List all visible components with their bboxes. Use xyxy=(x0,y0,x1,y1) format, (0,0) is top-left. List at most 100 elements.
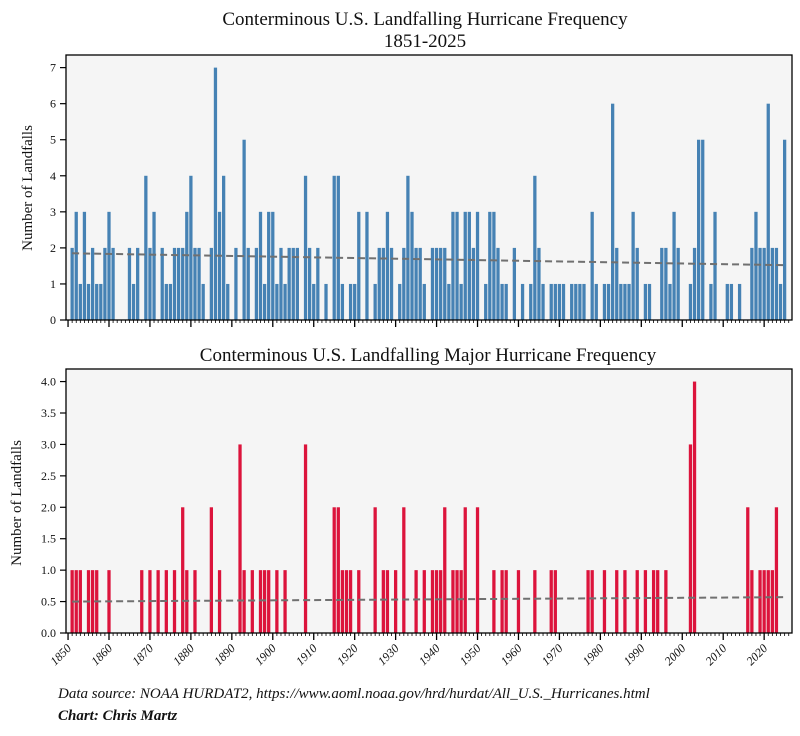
bar-1928 xyxy=(385,570,390,633)
bar-2020 xyxy=(762,570,766,633)
bar-2002 xyxy=(688,444,693,633)
bar-2014 xyxy=(737,283,742,320)
bar-1953 xyxy=(488,211,492,320)
bar-1991 xyxy=(643,283,648,320)
x-tick-label: 2010 xyxy=(702,641,729,668)
bar-1944 xyxy=(451,211,455,320)
bar-1872 xyxy=(156,570,160,633)
bar-1909 xyxy=(308,247,312,320)
bar-1915 xyxy=(332,175,336,320)
bar-1927 xyxy=(381,247,385,320)
bar-1950 xyxy=(475,507,480,633)
bar-1954 xyxy=(492,570,496,633)
bar-1878 xyxy=(181,247,185,320)
x-tick-label: 1960 xyxy=(498,641,525,668)
bar-1996 xyxy=(664,247,668,320)
bar-1978 xyxy=(590,211,594,320)
bar-1900 xyxy=(271,211,275,320)
y-tick-label: 3.0 xyxy=(41,437,56,451)
bar-1961 xyxy=(520,283,525,320)
bar-1911 xyxy=(316,247,320,320)
plot-frame xyxy=(65,368,793,634)
bar-1932 xyxy=(402,507,406,633)
bar-1963 xyxy=(529,283,533,320)
bar-1877 xyxy=(176,247,181,320)
trend-line xyxy=(72,596,785,603)
bar-1857 xyxy=(95,283,99,320)
bar-1975 xyxy=(578,283,582,320)
bar-1889 xyxy=(226,283,230,320)
bar-1979 xyxy=(594,283,598,320)
bar-1859 xyxy=(103,247,107,320)
panel-major-hurricanes: 0.0 0.5 1.0 1.5 2.0 2.5 3.0 3.5 4.0 1850 1860 1870 1… xyxy=(41,368,793,668)
bar-2024 xyxy=(778,283,783,320)
bar-1986 xyxy=(623,283,627,320)
bar-1873 xyxy=(160,247,164,320)
bar-1861 xyxy=(111,247,115,320)
bar-1935 xyxy=(414,247,418,320)
bar-1973 xyxy=(570,283,574,320)
bar-1897 xyxy=(258,211,263,320)
bar-1991 xyxy=(643,570,648,633)
x-tick-label: 1920 xyxy=(334,641,361,668)
bar-2021 xyxy=(766,103,770,321)
bar-1898 xyxy=(262,283,267,320)
bar-1960 xyxy=(516,570,521,633)
panel-all-hurricanes: 0 1 2 3 4 5 6 7 xyxy=(50,54,793,327)
y-tick-label: 1 xyxy=(50,277,56,291)
bar-1874 xyxy=(164,283,168,320)
bar-1930 xyxy=(393,570,398,633)
bar-1870 xyxy=(148,247,152,320)
bar-1867 xyxy=(136,247,140,320)
bar-1983 xyxy=(611,103,615,321)
y-axis-label-bottom: Number of Landfalls xyxy=(9,440,25,566)
bar-1976 xyxy=(582,283,586,320)
bar-1959 xyxy=(512,247,517,320)
x-tick-label: 1990 xyxy=(621,641,648,668)
bar-1948 xyxy=(467,211,471,320)
bar-2022 xyxy=(770,247,774,320)
bar-1866 xyxy=(131,283,136,320)
bar-1994 xyxy=(656,570,660,633)
bar-1879 xyxy=(185,211,189,320)
bar-1856 xyxy=(90,570,95,633)
bar-1925 xyxy=(373,283,377,320)
y-tick-label: 2.0 xyxy=(41,500,56,514)
bar-2023 xyxy=(774,507,779,633)
plot-frame xyxy=(65,54,793,321)
bar-1876 xyxy=(172,247,177,320)
bar-2012 xyxy=(729,283,734,320)
bar-2019 xyxy=(758,247,762,320)
y-tick-label: 6 xyxy=(50,97,56,111)
bar-1933 xyxy=(406,175,410,320)
bar-1895 xyxy=(250,570,254,633)
bar-1984 xyxy=(615,247,619,320)
bar-1977 xyxy=(586,570,590,633)
bar-1989 xyxy=(635,570,639,633)
bar-1883 xyxy=(201,283,205,320)
bar-1941 xyxy=(439,247,443,320)
bar-2011 xyxy=(725,283,729,320)
bar-1921 xyxy=(357,570,361,633)
bar-1886 xyxy=(213,67,218,320)
bar-2020 xyxy=(762,247,766,320)
chart-subtitle-top: 1851-2025 xyxy=(384,31,466,52)
bar-1918 xyxy=(344,570,349,633)
bar-1878 xyxy=(181,507,185,633)
bar-2003 xyxy=(692,247,697,320)
y-tick-label: 0.5 xyxy=(41,595,56,609)
chart-title-bottom: Conterminous U.S. Landfalling Major Hurr… xyxy=(200,345,657,366)
x-tick-label: 1900 xyxy=(252,641,279,668)
bar-2025 xyxy=(782,139,787,320)
bar-1892 xyxy=(238,444,242,633)
bar-1945 xyxy=(455,570,459,633)
bar-1891 xyxy=(234,247,238,320)
bar-1986 xyxy=(623,570,627,633)
bar-1974 xyxy=(574,283,578,320)
bar-1969 xyxy=(553,283,557,320)
bar-1940 xyxy=(434,570,439,633)
trend-line xyxy=(72,252,785,267)
bar-1901 xyxy=(275,283,279,320)
bar-1894 xyxy=(246,247,250,320)
x-tick-label: 2000 xyxy=(662,641,689,668)
